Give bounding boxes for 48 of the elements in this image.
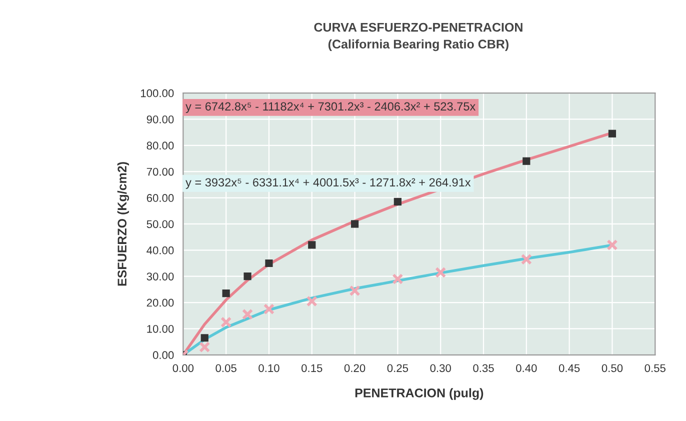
x-tick-label: 0.00: [172, 364, 194, 372]
x-tick-label: 0.30: [430, 364, 451, 372]
y-tick-label: 10.00: [147, 324, 174, 333]
y-tick-label: 70.00: [146, 168, 174, 176]
y-tick-label: 100.00: [141, 89, 174, 98]
point: [222, 290, 230, 298]
x-tick-label: 0.55: [644, 364, 666, 372]
x-tick-label: 0.20: [344, 364, 366, 372]
x-axis-title: PENETRACION (pulg): [355, 388, 484, 400]
point: [263, 304, 275, 315]
x-tick-label: 0.25: [387, 364, 408, 372]
y-tick-label: 40.00: [146, 246, 174, 254]
x-tick-label: 0.40: [516, 364, 537, 372]
x-tick-label: 0.45: [558, 364, 580, 372]
x-tick-label: 0.15: [302, 364, 322, 372]
point: [520, 254, 532, 265]
point: [242, 308, 254, 320]
x-tick-label: 0.10: [258, 364, 280, 372]
point: [435, 266, 446, 278]
point: [199, 341, 210, 353]
chart-subtitle: (California Bearing Ratio CBR): [328, 39, 508, 52]
x-tick-label: 0.35: [473, 364, 494, 372]
point: [308, 241, 316, 249]
point: [220, 316, 232, 328]
point: [306, 296, 318, 307]
point: [349, 285, 360, 296]
y-tick-label: 80.00: [146, 142, 174, 150]
point: [244, 272, 252, 280]
point: [608, 130, 616, 138]
y-tick-label: 0.00: [152, 351, 174, 360]
y-tick-label: 30.00: [146, 272, 174, 280]
point: [200, 334, 208, 342]
point: [392, 273, 404, 285]
point: [350, 220, 359, 228]
annotation: y = 3932x⁵ - 6331.1x⁴ + 4001.5x³ - 1271.8x² + 264.91x: [186, 178, 471, 189]
point: [606, 239, 618, 250]
point: [265, 259, 273, 268]
y-tick-label: 50.00: [146, 220, 174, 228]
chart-title: CURVA ESFUERZO-PENETRACION: [314, 22, 522, 32]
x-tick-label: 0.50: [602, 364, 623, 372]
x-tick-label: 0.05: [216, 364, 236, 372]
annotation: y = 6742.8x⁵ - 11182x⁴ + 7301.2x³ - 2406.3x² + 523.75x: [186, 102, 476, 113]
y-tick-label: 60.00: [146, 194, 174, 202]
y-tick-label: 90.00: [146, 115, 174, 124]
y-axis-title: ESFUERZO (Kg/cm2): [117, 162, 130, 286]
y-tick-label: 20.00: [146, 298, 174, 307]
point: [394, 198, 402, 206]
point: [522, 157, 530, 165]
